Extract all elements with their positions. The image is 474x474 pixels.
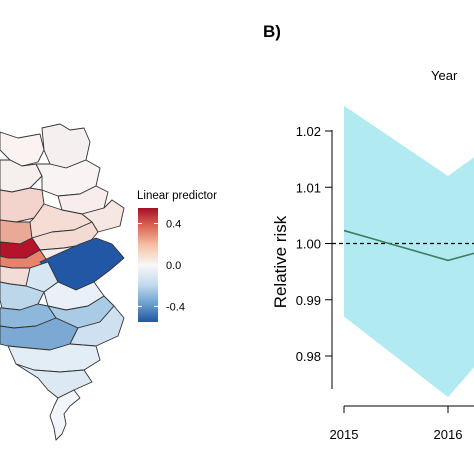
plot-area: 0.98 0.99 1.00 1.01 1.02 2015 2016 <box>296 105 474 442</box>
y-tick-label: 0.98 <box>296 349 321 364</box>
map-region <box>49 389 81 441</box>
y-axis-label: Relative risk <box>271 215 290 308</box>
choropleth-map <box>0 123 125 441</box>
relative-risk-line <box>343 229 474 262</box>
map-legend-colorbar <box>138 208 158 322</box>
map-region <box>15 363 93 399</box>
map-region <box>41 123 91 169</box>
legend-tick-label: 0.4 <box>166 219 181 231</box>
y-tick-label: 0.99 <box>296 293 321 308</box>
y-tick-label: 1.00 <box>296 237 321 252</box>
panel-label-b: B) <box>263 22 281 41</box>
map-legend-title: Linear predictor <box>137 190 217 202</box>
confidence-band <box>344 105 474 398</box>
x-tick-label: 2015 <box>330 427 359 442</box>
y-tick-label: 1.01 <box>296 180 321 195</box>
y-tick-label: 1.02 <box>296 124 321 139</box>
x-tick-label: 2016 <box>434 427 463 442</box>
map-legend: Linear predictor 0.4 0.0 -0.4 <box>137 190 217 322</box>
legend-tick-label: -0.4 <box>166 301 185 313</box>
legend-tick-label: 0.0 <box>166 260 181 272</box>
chart-title: Year <box>431 68 458 83</box>
